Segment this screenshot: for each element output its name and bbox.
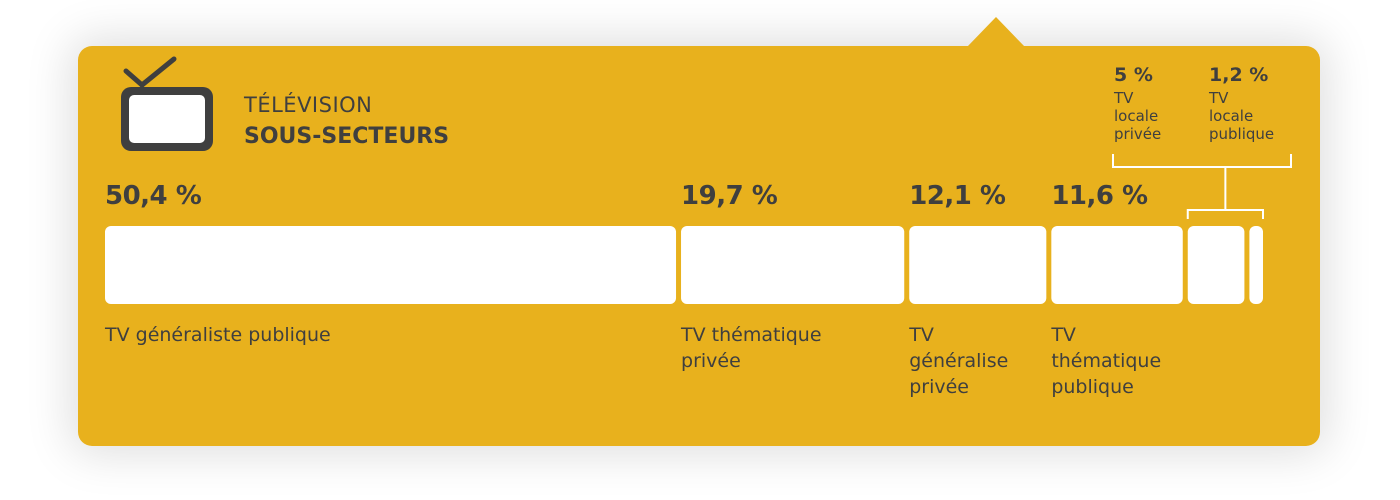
bar-4 bbox=[1187, 226, 1245, 304]
category-label-2: TV généralise privée bbox=[909, 324, 1009, 398]
bar-3 bbox=[1051, 226, 1183, 304]
value-label-0: 50,4 % bbox=[105, 181, 202, 211]
callout-bracket bbox=[1112, 154, 1292, 219]
card-pointer bbox=[967, 17, 1025, 47]
category-label-5: TV locale publique bbox=[1209, 89, 1275, 143]
value-label-3: 11,6 % bbox=[1051, 181, 1148, 211]
value-label-2: 12,1 % bbox=[909, 181, 1006, 211]
category-label-1: TV thématique privée bbox=[681, 324, 822, 372]
bar-0 bbox=[105, 226, 677, 304]
category-label-3: TV thématique publique bbox=[1051, 324, 1162, 398]
section-subtitle: SOUS-SECTEURS bbox=[244, 124, 450, 149]
category-label-4: TV locale privée bbox=[1114, 89, 1162, 143]
bar-2 bbox=[909, 226, 1047, 304]
bar-1 bbox=[681, 226, 905, 304]
value-label-1: 19,7 % bbox=[681, 181, 778, 211]
value-label-5: 1,2 % bbox=[1209, 64, 1269, 86]
value-label-4: 5 % bbox=[1114, 64, 1153, 86]
section-category: TÉLÉVISION bbox=[244, 93, 373, 117]
category-label-0: TV généraliste publique bbox=[105, 324, 331, 346]
tv-icon bbox=[121, 56, 213, 151]
bar-5 bbox=[1249, 226, 1263, 304]
